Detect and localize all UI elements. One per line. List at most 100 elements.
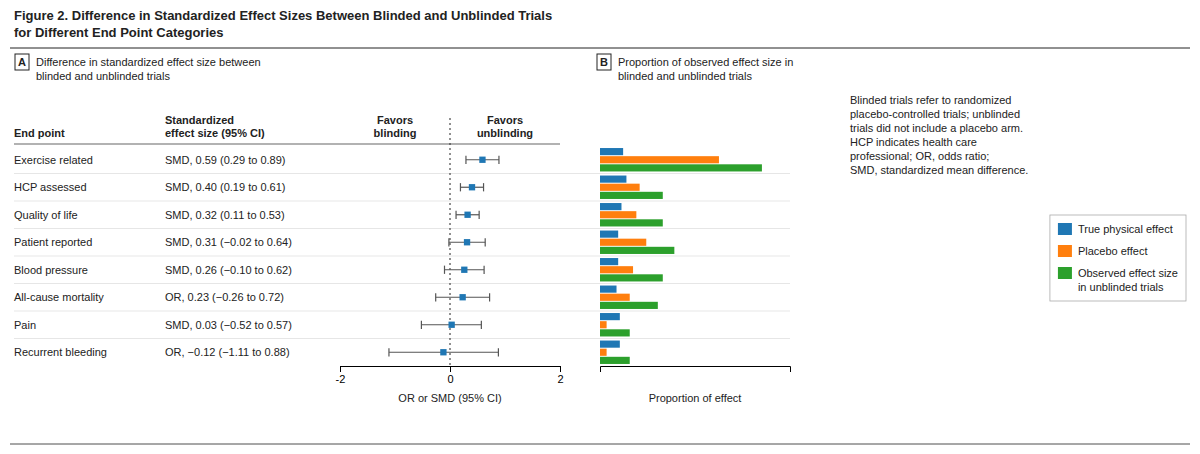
bars: [600, 148, 762, 364]
bar: [600, 286, 617, 293]
ci-cap: [481, 321, 482, 329]
ci-cap: [421, 321, 422, 329]
effect-label: SMD, 0.59 (0.29 to 0.89): [165, 154, 285, 166]
row-separator: [14, 173, 790, 174]
point-estimate: [461, 267, 467, 273]
bar: [600, 148, 623, 155]
bar: [600, 231, 618, 238]
column-header: End point: [14, 127, 65, 139]
row-label: All-cause mortality: [14, 291, 104, 303]
forest-marks: [389, 156, 499, 357]
point-estimate: [479, 157, 485, 163]
row-label: HCP assessed: [14, 181, 87, 193]
ci-cap: [484, 266, 485, 274]
bar: [600, 247, 674, 254]
panel-label-box: [15, 54, 29, 70]
effect-label: SMD, 0.26 (−0.10 to 0.62): [165, 264, 292, 276]
ci-cap: [388, 348, 389, 356]
panel-label: A: [18, 56, 26, 68]
ci-cap: [489, 293, 490, 301]
bar: [600, 219, 663, 226]
bar: [600, 211, 636, 218]
x-tick-mark: [560, 366, 561, 372]
ci-cap: [498, 348, 499, 356]
point-estimate: [469, 184, 475, 190]
ci-cap: [444, 266, 445, 274]
x-axis-label: OR or SMD (95% CI): [398, 392, 501, 404]
row-label: Recurrent bleeding: [14, 346, 107, 358]
ci-cap: [465, 156, 466, 164]
legend-swatch: [1058, 223, 1072, 235]
x-tick: 2: [557, 366, 563, 385]
subtitle: Proportion of observed effect size inbli…: [618, 56, 793, 82]
header-underline: [14, 144, 560, 145]
effect-label: SMD, 0.31 (−0.02 to 0.64): [165, 236, 292, 248]
legend-item: Placebo effect: [1058, 245, 1148, 257]
row-separator: [14, 283, 790, 284]
bar: [600, 357, 630, 364]
bar: [600, 341, 620, 348]
column-header: Favorsblinding: [374, 114, 417, 139]
legend-item: True physical effect: [1058, 223, 1173, 235]
legend-frame: [1050, 215, 1186, 301]
x-axis-line: [341, 367, 561, 373]
x-tick-label: 0: [447, 373, 453, 385]
separator: [10, 48, 1190, 49]
x-axis: -2 0 2: [336, 366, 564, 385]
x-tick-mark: [450, 366, 451, 372]
ci-cap: [483, 183, 484, 191]
ci-cap: [498, 156, 499, 164]
legend: True physical effect Placebo effect Observ…: [1050, 215, 1186, 301]
decorations: [10, 48, 1190, 444]
row-separator: [14, 228, 790, 229]
ci-cap: [460, 183, 461, 191]
row-separator: [14, 311, 790, 312]
row-separator: [14, 338, 790, 339]
figure: Figure 2. Difference in Standardized Eff…: [0, 0, 1200, 454]
x-tick-label: -2: [336, 373, 346, 385]
legend-label: Placebo effect: [1078, 245, 1148, 257]
footnote: Blinded trials refer to randomizedplaceb…: [850, 94, 1028, 176]
ci-cap: [448, 238, 449, 246]
x-tick-label: 2: [557, 373, 563, 385]
effect-label: OR, 0.23 (−0.26 to 0.72): [165, 291, 284, 303]
bar: [600, 302, 658, 309]
x-tick: 0: [447, 366, 453, 385]
row-label: Pain: [14, 319, 36, 331]
row-label: Blood pressure: [14, 264, 88, 276]
bar-panel: B Proportion of observed effect size inbl…: [597, 54, 1186, 404]
bar: [600, 329, 630, 336]
bar: [600, 313, 620, 320]
x-tick: -2: [336, 366, 346, 385]
point-estimate: [440, 349, 446, 355]
separator: [10, 444, 1190, 445]
row-label: Exercise related: [14, 154, 93, 166]
bar: [600, 349, 607, 356]
point-estimate: [464, 212, 470, 218]
effect-label: SMD, 0.40 (0.19 to 0.61): [165, 181, 285, 193]
x-axis-label: Proportion of effect: [649, 392, 742, 404]
bar: [600, 258, 618, 265]
title: Figure 2. Difference in Standardized Eff…: [14, 8, 552, 40]
x-axis-line: [601, 367, 791, 373]
legend-label: True physical effect: [1078, 223, 1173, 235]
panel-label-box: [597, 54, 611, 70]
column-header: Favorsunblinding: [477, 114, 533, 139]
legend-item: Observed effect sizein unblinded trials: [1058, 267, 1178, 293]
bar: [600, 184, 640, 191]
legend-label: Observed effect sizein unblinded trials: [1078, 267, 1178, 293]
point-estimate: [464, 239, 470, 245]
effect-label: SMD, 0.32 (0.11 to 0.53): [165, 209, 285, 221]
x-tick-mark: [340, 366, 341, 372]
panel-label: B: [600, 56, 608, 68]
bar: [600, 274, 663, 281]
ci-cap: [485, 238, 486, 246]
legend-swatch: [1058, 245, 1072, 257]
bar: [600, 239, 646, 246]
bar: [600, 321, 607, 328]
bar: [600, 203, 621, 210]
x-axis: [601, 367, 791, 373]
bar: [600, 192, 663, 199]
point-estimate: [459, 294, 465, 300]
subtitle: Difference in standardized effect size b…: [36, 56, 261, 82]
